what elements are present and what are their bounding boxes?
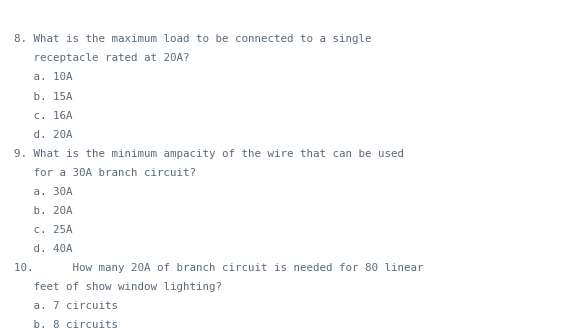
Text: b. 20A: b. 20A xyxy=(14,206,73,215)
Text: 9. What is the minimum ampacity of the wire that can be used: 9. What is the minimum ampacity of the w… xyxy=(14,149,405,158)
Text: d. 40A: d. 40A xyxy=(14,244,73,254)
Text: 10.      How many 20A of branch circuit is needed for 80 linear: 10. How many 20A of branch circuit is ne… xyxy=(14,263,424,273)
Text: b. 15A: b. 15A xyxy=(14,92,73,101)
Text: a. 30A: a. 30A xyxy=(14,187,73,196)
Text: receptacle rated at 20A?: receptacle rated at 20A? xyxy=(14,53,190,63)
Text: b. 8 circuits: b. 8 circuits xyxy=(14,320,118,328)
Text: feet of show window lighting?: feet of show window lighting? xyxy=(14,282,223,292)
Text: for a 30A branch circuit?: for a 30A branch circuit? xyxy=(14,168,197,177)
Text: a. 7 circuits: a. 7 circuits xyxy=(14,301,118,311)
Text: c. 16A: c. 16A xyxy=(14,111,73,120)
Text: a. 10A: a. 10A xyxy=(14,72,73,82)
Text: d. 20A: d. 20A xyxy=(14,130,73,139)
Text: c. 25A: c. 25A xyxy=(14,225,73,235)
Text: 8. What is the maximum load to be connected to a single: 8. What is the maximum load to be connec… xyxy=(14,34,372,44)
